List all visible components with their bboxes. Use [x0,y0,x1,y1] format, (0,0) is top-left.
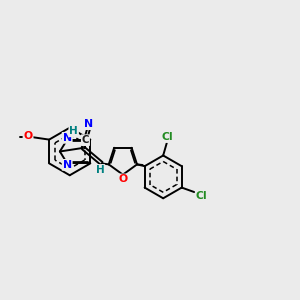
Text: H: H [96,165,104,175]
Text: C: C [82,135,89,145]
Text: Cl: Cl [196,190,207,201]
Text: N: N [84,119,94,129]
Text: O: O [118,174,128,184]
Text: H: H [69,126,78,136]
Text: N: N [63,133,72,143]
Text: O: O [23,131,33,141]
Text: Cl: Cl [161,132,173,142]
Text: N: N [63,160,72,170]
